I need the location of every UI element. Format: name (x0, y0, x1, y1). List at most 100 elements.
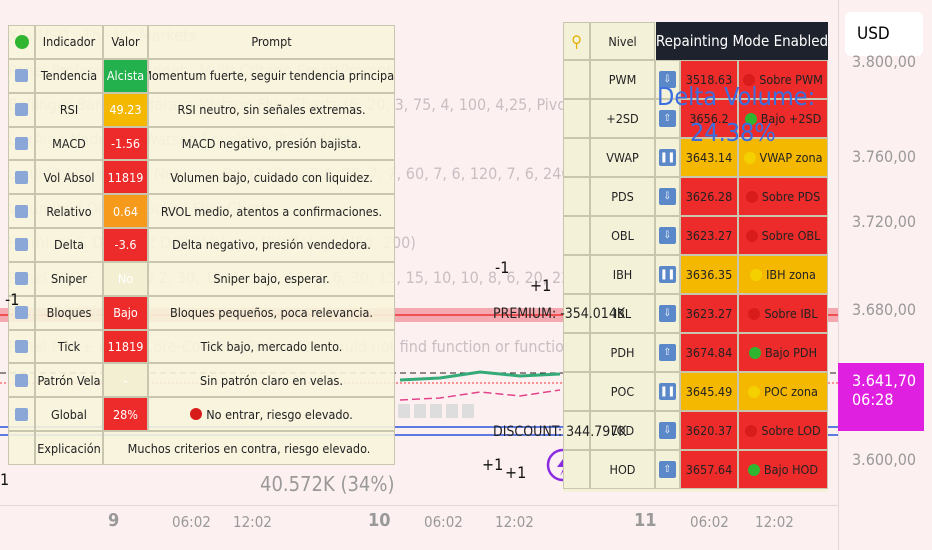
time-axis: 9 06:02 12:02 10 06:02 12:02 11 06:02 12:02 (0, 505, 838, 550)
row-icon (8, 261, 35, 296)
row-icon (8, 431, 35, 465)
row-name: MACD (35, 126, 103, 161)
time-label: 12:02 (233, 513, 272, 531)
time-label: 12:02 (495, 513, 534, 531)
level-value: 3674.84 (680, 333, 738, 372)
level-status: POC zona (738, 372, 828, 411)
signal-marker: +1 (505, 463, 527, 482)
row-value: 49.23 (103, 92, 148, 127)
row-icon (8, 160, 35, 195)
row-icon (563, 60, 590, 99)
row-name: Tick (35, 329, 103, 364)
row-icon (8, 295, 35, 330)
row-icon (8, 363, 35, 398)
row-icon (563, 99, 590, 138)
row-prompt: Sin patrón claro en velas. (148, 363, 395, 398)
table-header: Indicador (35, 25, 103, 59)
row-icon (8, 397, 35, 432)
level-status: Sobre OBL (738, 216, 828, 255)
row-value: Alcista (103, 58, 148, 93)
row-value: No (103, 261, 148, 296)
row-name: Vol Absol (35, 160, 103, 195)
row-icon (563, 177, 590, 216)
current-price-value: 3.641,70 (852, 371, 917, 390)
currency-button[interactable]: USD (845, 12, 923, 56)
row-icon (8, 194, 35, 229)
level-status: Sobre PDS (738, 177, 828, 216)
delta-value: 24.38% (690, 118, 776, 147)
level-table: ⚲ Nivel PWM ⇩ 3518.63 Sobre PWM +2SD ⇧ 3656.2 Baj… (563, 22, 828, 492)
level-arrow: ⇧ (655, 450, 680, 489)
row-value: 28% (103, 397, 148, 432)
level-status: Sobre LOD (738, 411, 828, 450)
level-value: 3636.35 (680, 255, 738, 294)
time-label: 10 (368, 510, 391, 531)
row-name: Relativo (35, 194, 103, 229)
row-prompt: Sniper bajo, esperar. (148, 261, 395, 296)
row-prompt: Tick bajo, mercado lento. (148, 329, 395, 364)
row-value: - (103, 363, 148, 398)
level-arrow: ⇩ (655, 177, 680, 216)
row-prompt: Momentum fuerte, seguir tendencia princi… (148, 58, 395, 93)
time-label: 9 (108, 510, 120, 531)
premium-label: PREMIUM: -354.014K (493, 306, 626, 322)
level-name: PWM (590, 60, 655, 99)
signal-marker: 1 (0, 470, 10, 489)
signal-marker: -1 (495, 258, 510, 277)
table-header: Valor (103, 25, 148, 59)
volume-label: 40.572K (34%) (260, 472, 395, 496)
table-header: Nivel (590, 22, 655, 60)
level-status: Bajo HOD (738, 450, 828, 489)
row-icon (8, 329, 35, 364)
row-value: -3.6 (103, 228, 148, 262)
row-value: -1.56 (103, 126, 148, 161)
price-label: 3.760,00 (852, 147, 917, 166)
level-status: VWAP zona (738, 138, 828, 177)
price-label: 3.680,00 (852, 300, 917, 319)
row-value: 11819 (103, 160, 148, 195)
level-arrow: ⇩ (655, 60, 680, 99)
level-status: Bajo +2SD (738, 99, 828, 138)
level-name: PDS (590, 177, 655, 216)
countdown: 06:28 (852, 390, 894, 409)
level-value: 3518.63 (680, 60, 738, 99)
level-name: PDH (590, 333, 655, 372)
time-label: 06:02 (690, 513, 729, 531)
row-prompt: RSI neutro, sin señales extremas. (148, 92, 395, 127)
row-prompt: Volumen bajo, cuidado con liquidez. (148, 160, 395, 195)
row-icon (563, 333, 590, 372)
row-icon (8, 92, 35, 127)
ma-line (399, 370, 561, 382)
row-icon (563, 411, 590, 450)
level-arrow: ⇧ (655, 99, 680, 138)
level-name: +2SD (590, 99, 655, 138)
level-value: 3623.27 (680, 294, 738, 333)
delta-label: Delta Volume: (657, 82, 816, 111)
level-arrow: ❚❚ (655, 255, 680, 294)
row-name: Patrón Vela (35, 363, 103, 398)
level-name: IBH (590, 255, 655, 294)
row-icon (563, 138, 590, 177)
level-status: Sobre PWM (738, 60, 828, 99)
level-value: 3623.27 (680, 216, 738, 255)
row-value: 11819 (103, 329, 148, 364)
row-prompt: RVOL medio, atentos a confirmaciones. (148, 194, 395, 229)
time-label: 06:02 (172, 513, 211, 531)
current-price: 3.641,70 06:28 (838, 363, 924, 431)
signal-marker: +1 (482, 455, 504, 474)
row-name: Global (35, 397, 103, 432)
band-line (399, 389, 561, 401)
row-prompt: MACD negativo, presión bajista. (148, 126, 395, 161)
row-prompt: Delta negativo, presión vendedora. (148, 228, 395, 262)
level-status: Sobre IBL (738, 294, 828, 333)
repaint-badge: Repainting Mode Enabled (656, 22, 828, 60)
table-header (8, 25, 35, 59)
level-value: 3645.49 (680, 372, 738, 411)
row-name: Tendencia (35, 58, 103, 93)
row-icon (563, 216, 590, 255)
row-name: Sniper (35, 261, 103, 296)
table-header: Prompt (148, 25, 395, 59)
row-icon (563, 255, 590, 294)
level-value: 3620.37 (680, 411, 738, 450)
